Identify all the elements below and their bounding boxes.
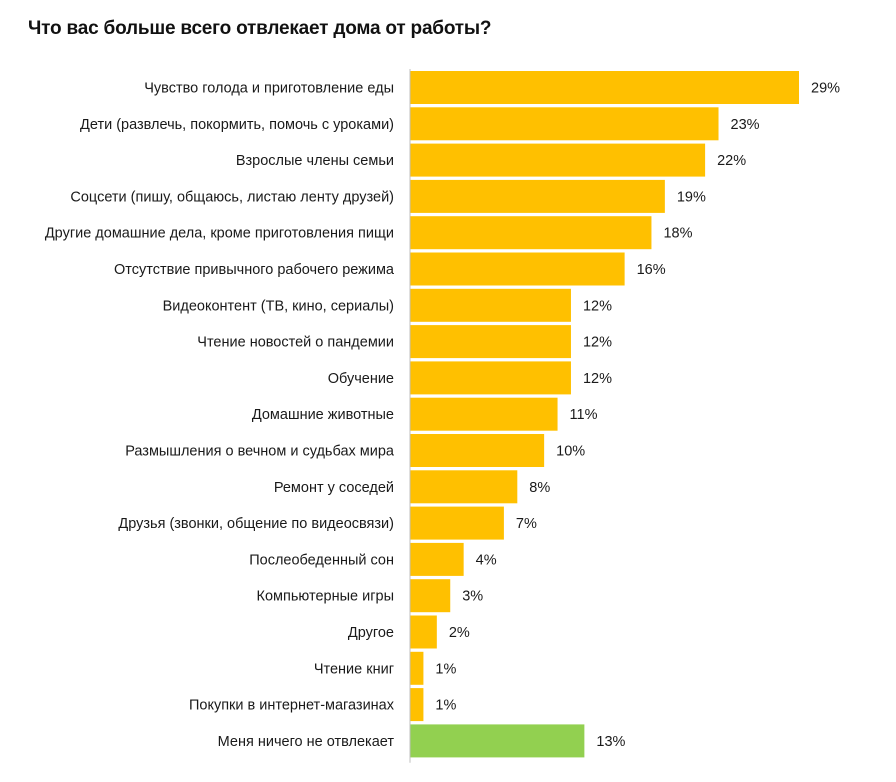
value-label-8: 12% [583, 335, 612, 351]
value-label-5: 18% [663, 226, 692, 242]
bar-11 [410, 434, 545, 467]
bar-10 [410, 397, 558, 431]
bar-12 [410, 470, 518, 504]
value-label-19: 13% [596, 734, 625, 750]
category-label-18: Покупки в интернет-магазинах [189, 698, 395, 714]
category-label-13: Друзья (звонки, общение по видеосвязи) [118, 516, 394, 532]
bar-1 [410, 71, 799, 104]
value-label-17: 1% [435, 661, 456, 677]
bar-9 [410, 361, 571, 395]
value-label-12: 8% [529, 480, 550, 496]
category-label-8: Чтение новостей о пандемии [197, 335, 394, 351]
bar-4 [410, 179, 665, 213]
category-label-10: Домашние животные [252, 407, 394, 423]
bar-6 [410, 252, 625, 286]
category-label-14: Послеобеденный сон [249, 552, 394, 568]
category-label-7: Видеоконтент (ТВ, кино, сериалы) [163, 298, 394, 314]
category-label-19: Меня ничего не отвлекает [218, 734, 395, 750]
value-label-16: 2% [449, 625, 470, 641]
category-label-2: Дети (развлечь, покормить, помочь с урок… [80, 117, 394, 133]
category-label-9: Обучение [328, 371, 394, 387]
bar-16 [410, 615, 437, 649]
chart-title: Что вас больше всего отвлекает дома от р… [28, 18, 492, 39]
value-label-1: 29% [811, 81, 840, 97]
bar-14 [410, 542, 464, 576]
category-label-4: Соцсети (пишу, общаюсь, листаю ленту дру… [70, 189, 394, 205]
category-label-15: Компьютерные игры [257, 589, 394, 605]
category-label-11: Размышления о вечном и судьбах мира [125, 444, 395, 460]
category-label-6: Отсутствие привычного рабочего режима [114, 262, 395, 278]
bar-5 [410, 216, 652, 250]
bar-8 [410, 325, 571, 359]
value-label-14: 4% [476, 552, 497, 568]
value-label-4: 19% [677, 189, 706, 205]
category-label-5: Другие домашние дела, кроме приготовлени… [45, 226, 394, 242]
value-label-9: 12% [583, 371, 612, 387]
value-label-3: 22% [717, 153, 746, 169]
value-label-10: 11% [570, 407, 598, 423]
category-label-3: Взрослые члены семьи [236, 153, 394, 169]
value-label-18: 1% [435, 698, 456, 714]
category-label-12: Ремонт у соседей [274, 480, 394, 496]
bar-13 [410, 506, 504, 540]
bar-18 [410, 688, 424, 722]
category-label-17: Чтение книг [314, 661, 394, 677]
bar-7 [410, 288, 571, 322]
bar-3 [410, 143, 706, 177]
bar-2 [410, 107, 719, 141]
value-label-11: 10% [556, 444, 585, 460]
category-label-1: Чувство голода и приготовление еды [144, 81, 394, 97]
value-labels-group: 29% 23% 22% 19% 18% 16% 12% 12% 12% 11% 10% 8% 7% 4% 3… [435, 81, 840, 750]
bar-15 [410, 579, 451, 613]
value-label-15: 3% [462, 589, 483, 605]
value-label-7: 12% [583, 298, 612, 314]
category-label-16: Другое [348, 625, 394, 641]
value-label-6: 16% [637, 262, 666, 278]
bars-group [410, 71, 799, 758]
bar-19 [410, 724, 585, 758]
value-label-2: 23% [731, 117, 760, 133]
bar-17 [410, 651, 424, 685]
value-label-13: 7% [516, 516, 537, 532]
category-labels-group: Чувство голода и приготовление еды Дети (… [45, 81, 395, 750]
